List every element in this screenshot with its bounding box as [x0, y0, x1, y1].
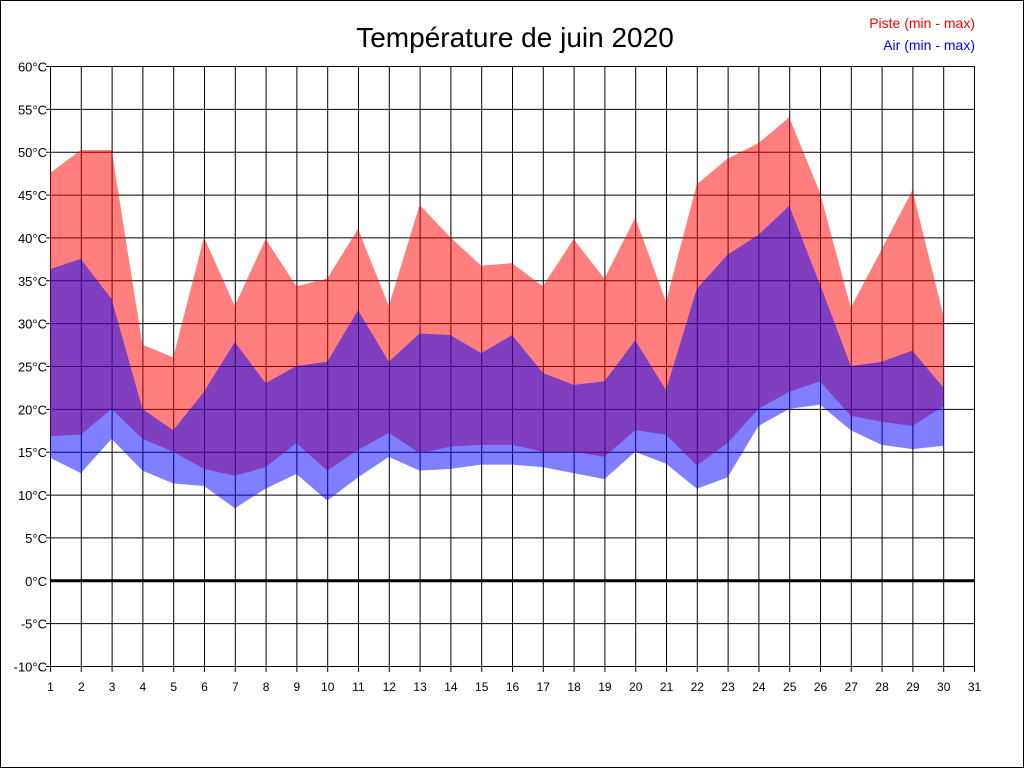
y-tick-label: 5°C	[25, 531, 47, 546]
y-tick-label: 45°C	[18, 188, 47, 203]
y-tick-label: 25°C	[18, 360, 47, 375]
x-tick-label: 15	[475, 680, 489, 694]
x-tick-label: 6	[201, 680, 208, 694]
x-tick-label: 14	[444, 680, 458, 694]
x-tick-label: 10	[321, 680, 335, 694]
y-tick-label: 0°C	[25, 574, 47, 589]
axes: 1 2 3 4 5 6 7 8 9 10 11 12 13 14 15 16 17 18 19 20 21 22 23 24 2…	[14, 60, 982, 695]
x-tick-label: 7	[232, 680, 239, 694]
x-tick-label: 25	[783, 680, 797, 694]
x-tick-label: 24	[752, 680, 766, 694]
x-tick-label: 19	[598, 680, 612, 694]
x-tick-label: 28	[875, 680, 889, 694]
y-tick-label: 15°C	[18, 445, 47, 460]
air-range-area	[50, 205, 944, 509]
y-tick-label: 55°C	[18, 102, 47, 117]
y-tick-label: 40°C	[18, 231, 47, 246]
y-tick-label: 20°C	[18, 402, 47, 417]
x-tick-label: 27	[845, 680, 859, 694]
x-tick-label: 12	[383, 680, 397, 694]
x-tick-label: 1	[47, 680, 54, 694]
legend-piste: Piste (min - max)	[869, 15, 975, 31]
x-tick-label: 17	[537, 680, 551, 694]
y-tick-label: 30°C	[18, 317, 47, 332]
x-tick-label: 31	[968, 680, 982, 694]
x-tick-label: 9	[294, 680, 301, 694]
data-areas	[50, 117, 944, 509]
x-tick-label: 23	[721, 680, 735, 694]
x-tick-label: 30	[937, 680, 951, 694]
x-tick-label: 8	[263, 680, 270, 694]
x-tick-label: 3	[109, 680, 116, 694]
x-tick-label: 2	[78, 680, 85, 694]
x-tick-label: 13	[413, 680, 427, 694]
y-tick-label: 10°C	[18, 488, 47, 503]
x-tick-label: 18	[567, 680, 581, 694]
x-tick-label: 4	[140, 680, 147, 694]
y-tick-label: 60°C	[18, 60, 47, 75]
x-tick-label: 21	[660, 680, 674, 694]
y-tick-label: -5°C	[21, 617, 47, 632]
legend-air: Air (min - max)	[883, 37, 975, 53]
x-tick-label: 5	[170, 680, 177, 694]
y-tick-label: 50°C	[18, 145, 47, 160]
y-tick-label: 35°C	[18, 274, 47, 289]
x-tick-label: 16	[506, 680, 520, 694]
y-tick-label: -10°C	[14, 660, 47, 675]
x-tick-label: 11	[352, 680, 365, 694]
x-tick-label: 22	[691, 680, 705, 694]
x-tick-label: 29	[906, 680, 920, 694]
chart-title: Température de juin 2020	[356, 22, 674, 53]
x-tick-label: 26	[814, 680, 828, 694]
x-tick-label: 20	[629, 680, 643, 694]
